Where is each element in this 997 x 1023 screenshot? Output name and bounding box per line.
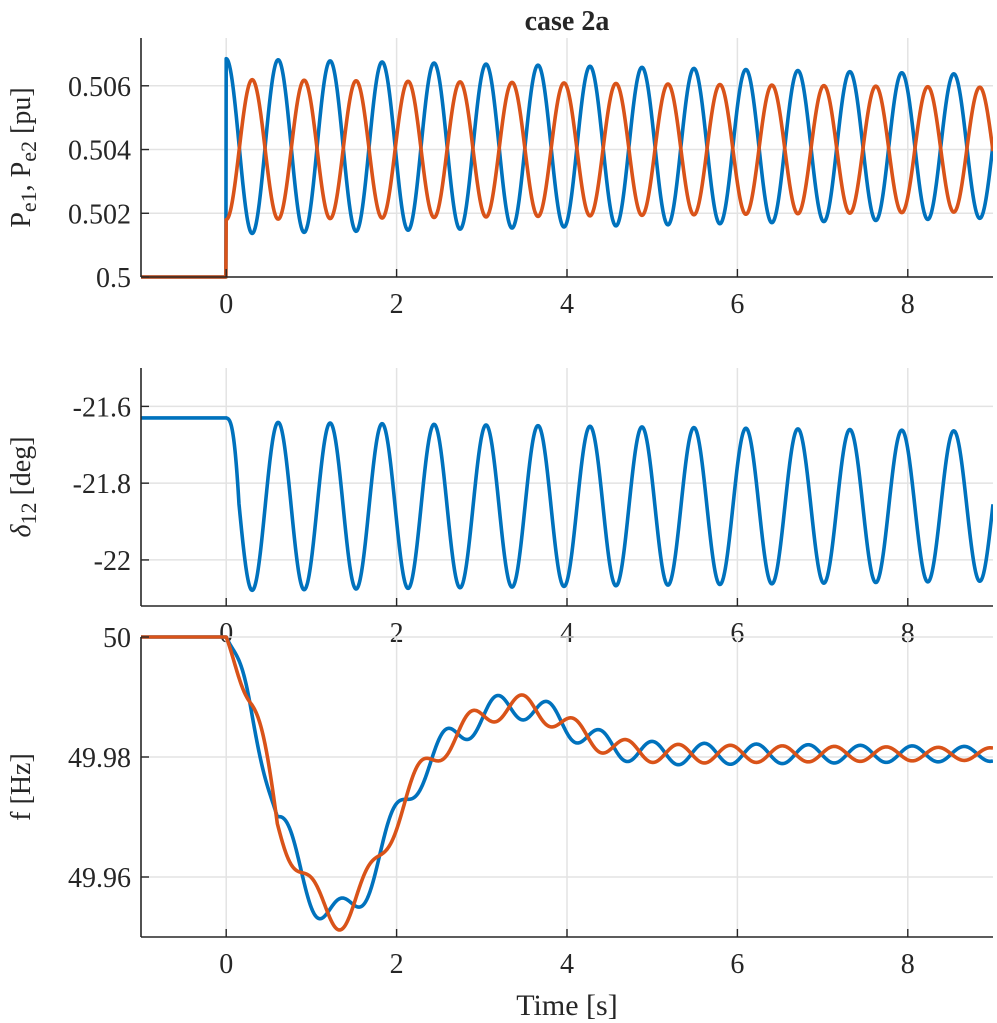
y-tick-label: 49.98 xyxy=(68,743,131,774)
y-tick-label: 50 xyxy=(103,623,131,654)
x-tick-label: 4 xyxy=(560,949,574,980)
y-tick-label: 0.5 xyxy=(96,263,131,294)
x-axis-label: Time [s] xyxy=(516,989,617,1022)
y-tick-label: 0.502 xyxy=(68,199,131,230)
series-line-orange xyxy=(141,77,993,279)
subplot-3: 0 2 4 6 8 49.96 49.98 50 f [Hz] Time [s] xyxy=(6,623,993,1022)
x-tick-label: 0 xyxy=(219,949,233,980)
y-tick-label: 0.504 xyxy=(68,136,131,167)
x-tick-label: 8 xyxy=(901,618,915,649)
x-tick-label: 4 xyxy=(560,618,574,649)
subplot-1: 0 2 4 6 8 0.5 0.502 0.504 0.506 Pe1, Pe2 [pu] xyxy=(6,38,993,320)
y-tick-label: 49.96 xyxy=(68,863,131,894)
x-tick-label: 8 xyxy=(901,289,915,320)
x-tick-label: 0 xyxy=(219,289,233,320)
x-tick-label: 8 xyxy=(901,949,915,980)
x-tick-label: 2 xyxy=(390,289,404,320)
y-axis-label: Pe1, Pe2 [pu] xyxy=(6,87,41,227)
y-tick-label: -22 xyxy=(94,546,131,577)
x-tick-label: 6 xyxy=(730,289,744,320)
series-line-blue xyxy=(141,635,993,921)
x-tick-label: 6 xyxy=(730,618,744,649)
y-tick-label: -21.6 xyxy=(73,392,131,423)
x-tick-label: 2 xyxy=(390,618,404,649)
y-axis-label: f [Hz] xyxy=(6,753,37,821)
y-tick-label: -21.8 xyxy=(73,469,131,500)
series-line-orange xyxy=(141,635,993,932)
x-tick-label: 6 xyxy=(730,949,744,980)
y-tick-label: 0.506 xyxy=(68,72,131,103)
chart-title: case 2a xyxy=(525,6,610,37)
series-line-blue xyxy=(141,56,993,279)
series-line-blue xyxy=(141,416,993,593)
y-axis-label: δ12 [deg] xyxy=(6,436,41,537)
x-tick-label: 2 xyxy=(390,949,404,980)
x-tick-label: 4 xyxy=(560,289,574,320)
